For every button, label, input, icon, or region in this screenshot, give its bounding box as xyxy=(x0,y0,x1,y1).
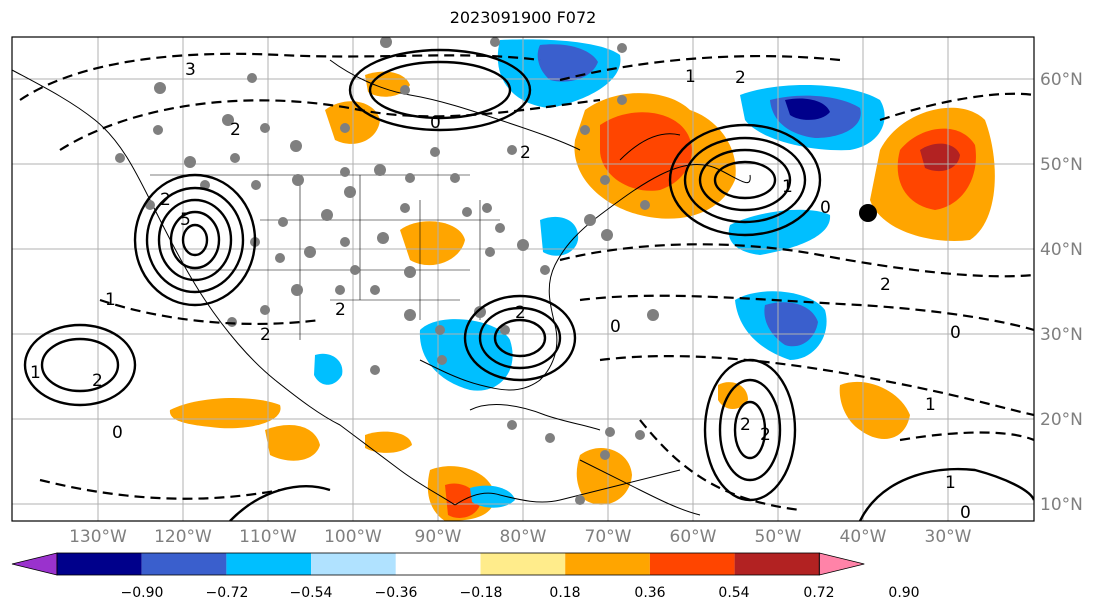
colorbar-swatch xyxy=(141,553,227,575)
lon-tick-label: 80°W xyxy=(500,527,547,547)
station-markers xyxy=(115,37,659,505)
contour-label: 0 xyxy=(610,317,621,337)
colorbar-swatch xyxy=(226,553,312,575)
contour-label: 2 xyxy=(735,68,746,88)
colorbar-swatch xyxy=(649,553,735,575)
lon-tick-label: 70°W xyxy=(585,527,632,547)
contour-label: 2 xyxy=(880,275,891,295)
coastlines xyxy=(12,59,751,516)
lon-tick-label: 130°W xyxy=(69,527,127,547)
colorbar-label: 0.72 xyxy=(803,585,834,601)
contour-label: 2 xyxy=(230,120,241,140)
lat-tick-label: 20°N xyxy=(1040,410,1083,430)
contour-label: 1 xyxy=(105,290,116,310)
contour-label: 0 xyxy=(430,113,441,133)
contour-label: 2 xyxy=(520,143,531,163)
contour-label: 0 xyxy=(112,423,123,443)
contour-label: 2 xyxy=(92,371,103,391)
map-frame xyxy=(11,36,1035,522)
lat-tick-label: 40°N xyxy=(1040,240,1083,260)
colorbar-swatch xyxy=(395,553,481,575)
lon-tick-label: 40°W xyxy=(840,527,887,547)
lon-tick-label: 90°W xyxy=(415,527,462,547)
contour-label: 3 xyxy=(185,60,196,80)
colorbar-swatches xyxy=(11,552,865,576)
contour-label: 0 xyxy=(820,198,831,218)
contour-label: 2 xyxy=(160,190,171,210)
contours-positive xyxy=(23,48,1034,521)
colorbar-swatch xyxy=(565,553,650,575)
lon-tick-label: 120°W xyxy=(154,527,212,547)
contour-label: 2 xyxy=(515,303,526,323)
colorbar-label: 0.90 xyxy=(888,585,919,601)
lat-tick-label: 10°N xyxy=(1040,495,1083,515)
lat-tick-label: 60°N xyxy=(1040,70,1083,90)
contour-label: 2 xyxy=(760,425,771,445)
lat-tick-label: 30°N xyxy=(1040,325,1083,345)
contours-negative xyxy=(19,52,1034,512)
contour-label: 1 xyxy=(782,177,793,197)
colorbar-label: 0.36 xyxy=(634,585,665,601)
lat-axis: 60°N 50°N 40°N 30°N 20°N 10°N xyxy=(1040,70,1083,515)
lon-tick-label: 110°W xyxy=(239,527,297,547)
map-title: 2023091900 F072 xyxy=(449,8,597,27)
lat-tick-label: 50°N xyxy=(1040,155,1083,175)
contour-label: 5 xyxy=(180,210,191,230)
colorbar-label: −0.90 xyxy=(121,585,164,601)
colorbar: −0.90 −0.72 −0.54 −0.36 −0.18 0.18 0.36 … xyxy=(11,552,920,601)
lon-tick-label: 60°W xyxy=(670,527,717,547)
colorbar-outline xyxy=(56,552,820,576)
colorbar-extend-min xyxy=(11,552,58,576)
lon-axis: 130°W 120°W 110°W 100°W 90°W 80°W 70°W 6… xyxy=(69,527,972,547)
contour-label: 0 xyxy=(950,323,961,343)
colorbar-swatch xyxy=(311,553,396,575)
contour-label: 1 xyxy=(925,395,936,415)
colorbar-swatch xyxy=(57,553,142,575)
colorbar-label: −0.18 xyxy=(460,585,503,601)
lon-tick-label: 50°W xyxy=(755,527,802,547)
colorbar-label: −0.72 xyxy=(206,585,249,601)
contour-label: 1 xyxy=(945,473,956,493)
lon-tick-label: 100°W xyxy=(324,527,382,547)
storm-marker xyxy=(859,204,877,222)
colorbar-label: −0.54 xyxy=(290,585,333,601)
colorbar-swatch xyxy=(734,553,820,575)
contour-label: 2 xyxy=(740,415,751,435)
colorbar-swatch xyxy=(480,553,566,575)
lon-tick-label: 30°W xyxy=(925,527,972,547)
contour-label: 1 xyxy=(685,67,696,87)
contour-label: 2 xyxy=(260,325,271,345)
colorbar-labels: −0.90 −0.72 −0.54 −0.36 −0.18 0.18 0.36 … xyxy=(121,585,920,601)
colorbar-label: −0.36 xyxy=(375,585,418,601)
colorbar-label: 0.18 xyxy=(549,585,580,601)
contour-labels: 3 2 5 2 1 0 2 2 2 1 0 0 1 2 2 1 2 1 2 2 xyxy=(30,60,971,523)
colorbar-extend-max xyxy=(818,552,865,576)
contour-label: 1 xyxy=(30,363,41,383)
contour-label: 0 xyxy=(960,503,971,523)
colorbar-label: 0.54 xyxy=(718,585,749,601)
contour-label: 2 xyxy=(335,300,346,320)
